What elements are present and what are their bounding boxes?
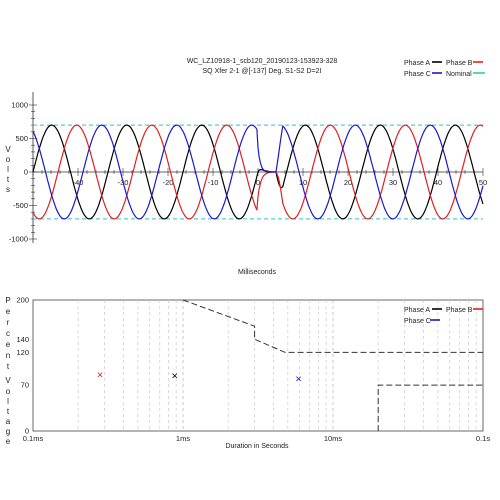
x-tick-label: 30 <box>389 178 397 187</box>
nominal-lines <box>33 124 483 220</box>
plot-area-frame <box>32 299 484 432</box>
x-tick-label: 10ms <box>324 434 343 443</box>
y-axis-title-percent-voltage: P e r c e n t V o l t a g e <box>5 296 11 446</box>
x-tick-label: 1ms <box>176 434 190 443</box>
x-tick-label: -20 <box>163 178 174 187</box>
y-tick-label: 0 <box>24 168 28 177</box>
y-axis-title-char: g <box>6 427 10 436</box>
x-tick-label: 40 <box>434 178 442 187</box>
legend-label-phase-b: Phase B <box>446 60 473 67</box>
limit-curve-lower-limit <box>377 384 483 431</box>
x-tick-label: 50 <box>479 178 487 187</box>
y-axis-title-char: t <box>7 175 10 184</box>
y-tick-label: 140 <box>16 335 29 344</box>
y-axis-title-char: c <box>6 329 10 338</box>
marker-phase-c: × <box>295 374 301 386</box>
y-axis-title-char: V <box>5 376 11 385</box>
x-tick-label: 20 <box>344 178 352 187</box>
legend-label-phase-a: Phase A <box>404 307 430 314</box>
x-axis-title-duration: Duration in Seconds <box>225 443 289 450</box>
y-tick-label: 1000 <box>11 101 28 110</box>
y-axis-title-char: t <box>7 362 10 371</box>
top-legend: Phase A Phase B Phase C Nominal <box>404 60 485 78</box>
chart-title: WC_LZ10918-1_scb120_20190123-153923-328 <box>187 58 338 65</box>
y-tick-label: 120 <box>16 348 29 357</box>
bottom-axes: 0.1ms 1ms 10ms 0.1s 200 140 120 70 0 <box>16 296 490 444</box>
limit-curves <box>182 299 483 431</box>
y-axis-title-char: s <box>6 185 10 194</box>
series-phase-a <box>32 124 484 220</box>
legend-label-phase-b: Phase B <box>446 307 473 314</box>
y-tick-label: 70 <box>21 381 29 390</box>
limit-curve-upper-limit <box>182 299 483 353</box>
y-axis-title-char: t <box>7 407 10 416</box>
log-gridlines <box>77 300 477 431</box>
bottom-legend: Phase A Phase B Phase C <box>404 307 483 325</box>
y-axis-title-char: V <box>5 145 11 154</box>
legend-label-nominal: Nominal <box>446 71 472 78</box>
y-axis-title-char: P <box>5 296 10 305</box>
y-axis-title-char: r <box>7 318 10 327</box>
event-markers: × × × <box>97 370 302 386</box>
y-axis-title-char: l <box>7 397 9 406</box>
duration-chart: 0.1ms 1ms 10ms 0.1s 200 140 120 70 0 × × × Phase A… <box>5 296 490 451</box>
y-tick-label: 500 <box>15 134 28 143</box>
waveform-chart: WC_LZ10918-1_scb120_20190123-153923-328 … <box>5 58 487 276</box>
x-axis-title-milliseconds: Milliseconds <box>238 269 277 276</box>
y-axis-title-char: e <box>6 340 11 349</box>
x-tick-label: -10 <box>208 178 219 187</box>
marker-phase-b: × <box>97 370 103 382</box>
x-tick-label: 10 <box>299 178 307 187</box>
legend-label-phase-c: Phase C <box>404 318 431 325</box>
x-tick-label: 0.1ms <box>23 434 44 443</box>
y-axis-title-char: n <box>6 351 10 360</box>
y-tick-label: -1000 <box>9 235 28 244</box>
y-axis-title-char: e <box>6 437 11 446</box>
y-axis-title-char: e <box>6 307 11 316</box>
x-tick-label: 0.1s <box>476 434 490 443</box>
y-axis-title-char: a <box>6 417 11 426</box>
y-tick-label: 0 <box>25 427 29 436</box>
y-tick-label: -500 <box>13 201 28 210</box>
series-phase-c <box>32 124 484 220</box>
legend-label-phase-c: Phase C <box>404 71 431 78</box>
marker-phase-a: × <box>171 370 177 382</box>
series-phase-b <box>32 124 484 220</box>
x-tick-label: 0 <box>256 178 260 187</box>
waveform-series <box>32 124 484 220</box>
y-axis-title-char: l <box>7 165 9 174</box>
y-tick-label: 200 <box>16 296 29 305</box>
y-axis-title-char: o <box>6 387 11 396</box>
y-axis-title-volts: V o l t s <box>5 145 11 194</box>
y-axis-title-char: o <box>6 155 11 164</box>
chart-subtitle: SQ Xfer 2-1 @[-137] Deg. S1-S2 D=2I <box>203 68 322 75</box>
x-tick-label: -40 <box>73 178 84 187</box>
legend-label-phase-a: Phase A <box>404 60 430 67</box>
